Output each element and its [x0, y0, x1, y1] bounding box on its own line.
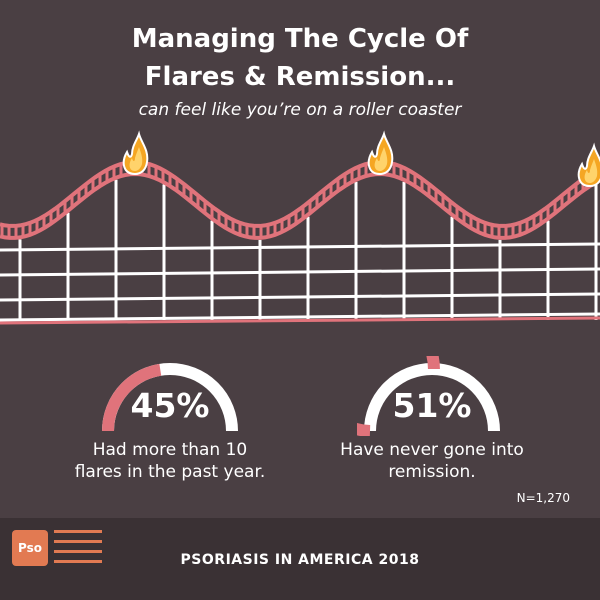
stat-remission: 51% Have never gone into remission.	[302, 356, 562, 483]
flame-icon	[367, 130, 394, 176]
coaster-track	[0, 159, 600, 240]
sample-size: N=1,270	[516, 491, 570, 505]
footer: Pso PSORIASIS IN AMERICA 2018	[0, 518, 600, 600]
stat-value-remission: 51%	[392, 386, 472, 425]
stat-flares: 45% Had more than 10 flares in the past …	[40, 356, 300, 483]
footer-title: PSORIASIS IN AMERICA 2018	[180, 552, 420, 568]
stat-value-flares: 45%	[130, 386, 210, 425]
stat-label-line-2: flares in the past year.	[74, 462, 266, 482]
gauge-arc-remission	[357, 356, 500, 436]
page-subtitle: can feel like you’re on a roller coaster	[138, 100, 462, 120]
stat-label-flares: Had more than 10 flares in the past year…	[40, 439, 300, 483]
stat-label-line-1: Had more than 10	[92, 440, 248, 460]
stat-label-line-2: remission.	[388, 462, 476, 482]
page-title: Managing The Cycle Of Flares & Remission…	[0, 20, 600, 96]
gauge-arc-flares	[102, 363, 238, 432]
stat-label-remission: Have never gone into remission.	[302, 439, 562, 483]
coaster-scaffold	[0, 179, 600, 325]
pso-logo: Pso	[12, 530, 48, 566]
title-line-1: Managing The Cycle Of	[131, 24, 469, 54]
logo-lines-icon	[54, 530, 102, 570]
roller-coaster-icon	[0, 130, 600, 325]
flame-icon	[122, 130, 149, 176]
stat-label-line-1: Have never gone into	[340, 440, 524, 460]
logo-text: Pso	[18, 541, 42, 555]
flame-icons	[122, 130, 600, 188]
flame-icon	[577, 142, 600, 188]
title-line-2: Flares & Remission...	[144, 62, 456, 92]
